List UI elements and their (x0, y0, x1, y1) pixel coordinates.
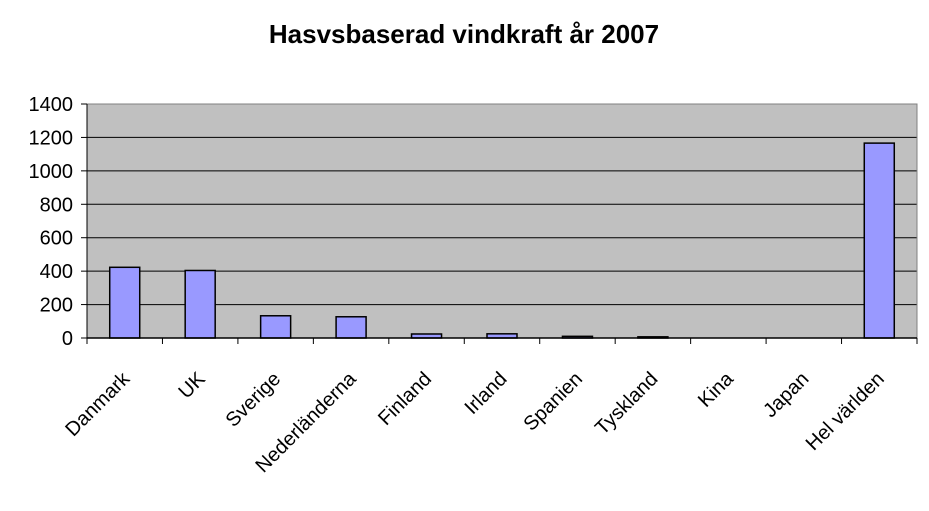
bar (184, 269, 216, 339)
bar (108, 266, 141, 339)
x-category-label: Kina (694, 367, 738, 411)
x-category-label: Spanien (520, 368, 587, 435)
y-tick-label: 0 (62, 328, 73, 350)
y-tick-label: 200 (40, 295, 73, 317)
plot-area (87, 104, 917, 338)
y-tick-label: 1200 (29, 127, 74, 149)
bars (108, 142, 896, 339)
x-category-label: Irland (461, 368, 512, 419)
x-category-label: UK (175, 368, 211, 404)
x-category-label: Danmark (61, 367, 135, 441)
y-tick-label: 600 (40, 228, 73, 250)
x-category-label: Japan (759, 368, 813, 422)
y-tick-label: 1400 (29, 94, 74, 116)
y-tick-label: 1000 (29, 161, 74, 183)
x-category-label: Finland (374, 368, 436, 430)
x-category-label: Hel världen (802, 368, 889, 455)
bar (863, 142, 896, 339)
y-tick-label: 800 (40, 194, 73, 216)
chart-title: Hasvsbaserad vindkraft år 2007 (269, 19, 659, 49)
bar (259, 315, 292, 339)
y-tick-label: 400 (40, 261, 73, 283)
x-category-label: Tyskland (591, 368, 662, 439)
bar (335, 316, 367, 339)
y-axis-ticks: 0 200 400 600 800 1000 1200 1400 (29, 94, 87, 350)
x-category-label: Sverige (222, 368, 286, 432)
axes (86, 103, 918, 339)
